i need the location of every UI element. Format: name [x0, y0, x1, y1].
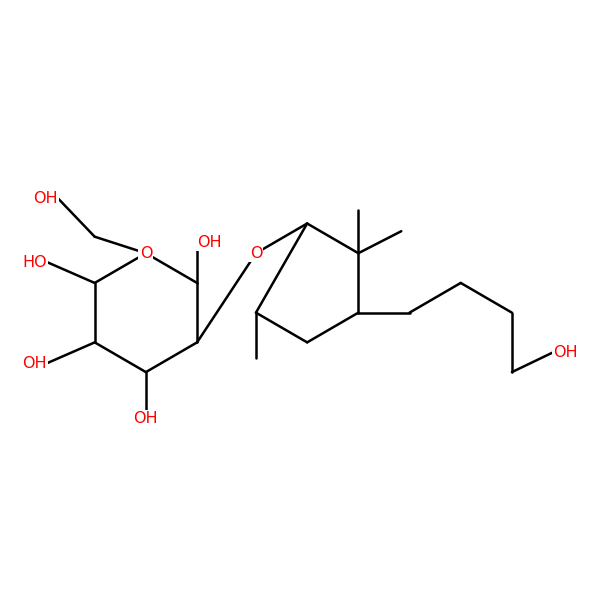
Text: HO: HO — [22, 254, 47, 269]
Text: OH: OH — [22, 356, 47, 371]
Text: OH: OH — [134, 411, 158, 426]
Text: O: O — [250, 246, 262, 261]
Text: O: O — [140, 246, 152, 261]
Text: OH: OH — [197, 235, 221, 250]
Text: OH: OH — [33, 191, 58, 206]
Text: OH: OH — [553, 345, 578, 360]
